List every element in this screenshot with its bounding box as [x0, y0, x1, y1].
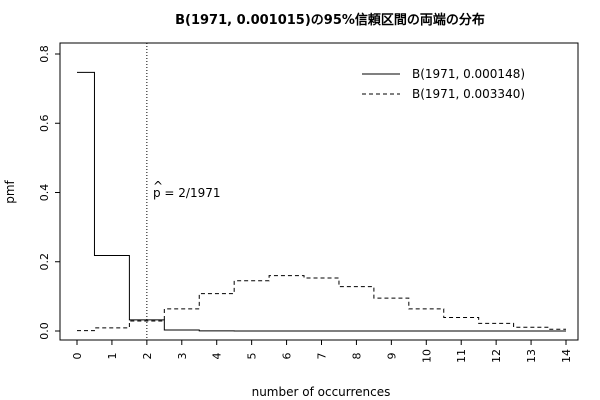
x-tick-label: 3	[176, 353, 189, 360]
x-tick-label: 0	[71, 353, 84, 360]
plot-area	[59, 42, 579, 341]
x-tick-label: 13	[525, 349, 538, 363]
y-tick-label: 0.6	[38, 115, 51, 133]
x-tick-label: 5	[246, 353, 259, 360]
legend: B(1971, 0.000148) B(1971, 0.003340)	[362, 67, 525, 101]
x-tick-label: 7	[316, 353, 329, 360]
y-tick-label: 0.8	[38, 45, 51, 63]
x-tick-label: 1	[106, 353, 119, 360]
plot-frame	[59, 42, 579, 341]
p-hat-mark: ^	[153, 179, 163, 193]
y-tick-label: 0.4	[38, 184, 51, 202]
y-axis-label: pmf	[3, 179, 17, 203]
x-tick-label: 11	[455, 349, 468, 363]
y-tick-label: 0.0	[38, 322, 51, 340]
x-tick-label: 6	[281, 353, 294, 360]
x-tick-label: 14	[560, 349, 573, 363]
series-line-2	[77, 275, 566, 332]
series-layer	[77, 71, 566, 332]
x-tick-label: 4	[211, 353, 224, 360]
y-axis: 0.0 0.2 0.4 0.6 0.8	[38, 45, 60, 340]
x-tick-label: 10	[420, 349, 433, 363]
x-tick-label: 9	[385, 353, 398, 360]
chart-title: B(1971, 0.001015)の95%信頼区間の両端の分布	[175, 12, 485, 28]
x-tick-label: 8	[350, 353, 363, 360]
legend-label-2: B(1971, 0.003340)	[412, 87, 525, 101]
x-tick-label: 12	[490, 349, 503, 363]
legend-label-1: B(1971, 0.000148)	[412, 67, 525, 81]
x-axis: 0 1 2 3 4 5 6 7 8 9 10 11 12 13 14	[71, 340, 573, 363]
x-tick-label: 2	[141, 353, 154, 360]
p-hat-annotation: ^ p = 2/1971	[153, 179, 221, 200]
x-axis-label: number of occurrences	[252, 385, 391, 399]
y-tick-label: 0.2	[38, 253, 51, 271]
p-hat-label: p = 2/1971	[153, 186, 221, 200]
series-line-1	[77, 71, 566, 332]
